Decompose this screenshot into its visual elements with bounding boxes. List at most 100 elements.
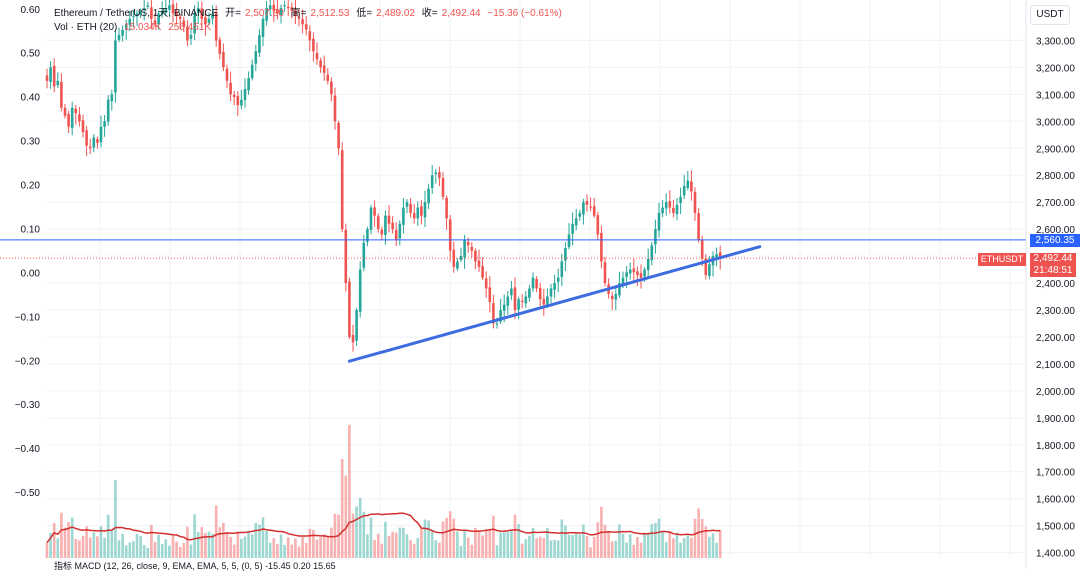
volume-bar — [394, 532, 398, 558]
right-axis-tick-label: 3,100.00 — [1036, 90, 1075, 101]
volume-bar — [524, 539, 528, 558]
candle-body — [693, 192, 697, 213]
volume-bar — [110, 530, 114, 558]
candle-body — [394, 230, 398, 240]
candle-body — [337, 122, 340, 149]
candle-body — [610, 295, 614, 300]
volume-bar — [668, 530, 672, 558]
currency-button[interactable]: USDT — [1030, 5, 1070, 25]
volume-bar — [63, 527, 67, 558]
candle-body — [456, 261, 459, 269]
legend-symbol[interactable]: Ethereum / TetherUS, 1天, BINANCE — [54, 8, 219, 19]
candle-body — [211, 13, 214, 19]
legend-close-label: 收= — [421, 8, 438, 19]
candle-body — [524, 296, 528, 304]
volume-bar — [625, 542, 628, 558]
chart-legend: Ethereum / TetherUS, 1天, BINANCE 开= 2,507… — [54, 7, 566, 35]
volume-bar — [470, 544, 474, 558]
volume-bar — [607, 531, 610, 558]
volume-bar — [214, 505, 218, 558]
candle-body — [614, 293, 618, 300]
volume-bar — [628, 534, 632, 558]
volume-bar — [531, 528, 535, 558]
candle-body — [384, 215, 387, 235]
volume-bar — [146, 547, 150, 558]
candle-body — [304, 24, 308, 30]
candle-body — [67, 114, 70, 127]
legend-open-value: 2,507.80 — [244, 8, 284, 19]
candle-body — [603, 262, 607, 284]
legend-high-value: 2,512.53 — [310, 8, 350, 19]
volume-bar — [484, 530, 488, 558]
candle-body — [499, 310, 502, 322]
candle-body — [596, 215, 600, 235]
candle-body — [488, 287, 492, 302]
candle-body — [718, 252, 722, 259]
volume-bar — [445, 517, 448, 558]
candle-body — [477, 260, 481, 267]
indicator-bar[interactable]: 指标 MACD (12, 26, close, 9, EMA, EMA, 5, … — [54, 561, 336, 571]
candle-body — [232, 94, 236, 98]
volume-bar — [535, 538, 538, 558]
candle-body — [621, 277, 625, 285]
volume-bar — [513, 514, 517, 558]
candle-body — [682, 186, 686, 196]
volume-bar — [380, 543, 384, 558]
volume-bar — [326, 536, 330, 558]
candle-body — [326, 74, 330, 81]
volume-bar — [290, 544, 294, 558]
candle-body — [63, 107, 67, 116]
volume-bar — [610, 541, 614, 558]
volume-bar — [272, 538, 276, 558]
candle-body — [153, 20, 157, 25]
candle-body — [650, 245, 654, 261]
candle-body — [121, 29, 124, 36]
candle-body — [45, 75, 49, 81]
volume-bar — [276, 544, 279, 558]
volume-bar — [542, 537, 546, 558]
left-axis-tick-label: −0.40 — [15, 444, 41, 455]
candle-body — [474, 250, 477, 262]
candle-body — [704, 258, 708, 275]
candle-body — [358, 269, 362, 312]
volume-bar — [124, 545, 128, 558]
volume-bar — [330, 527, 333, 558]
volume-bar — [506, 531, 510, 558]
candle-body — [438, 172, 441, 178]
candle-body — [92, 137, 96, 148]
volume-bar — [99, 526, 103, 558]
volume-bar — [243, 536, 247, 558]
candle-body — [632, 268, 636, 273]
volume-bar — [200, 527, 204, 558]
legend-volume-label[interactable]: Vol · ETH (20) — [54, 22, 118, 33]
volume-bar — [160, 544, 164, 558]
volume-bar — [502, 532, 506, 558]
candle-body — [225, 68, 229, 81]
candle-body — [247, 78, 250, 91]
candle-body — [128, 18, 132, 25]
volume-bar — [178, 546, 182, 558]
candle-body — [319, 60, 322, 68]
volume-bar — [481, 535, 484, 558]
left-axis-tick-label: −0.30 — [15, 400, 41, 411]
volume-bar — [592, 536, 596, 558]
candle-body — [279, 8, 283, 15]
volume-bar — [85, 526, 88, 558]
candle-body — [88, 146, 92, 149]
volume-bar — [423, 519, 427, 558]
candle-body — [549, 288, 553, 297]
volume-bar — [596, 522, 600, 558]
volume-bar — [639, 542, 643, 558]
volume-bar — [204, 533, 207, 558]
volume-bar — [430, 530, 434, 558]
candle-body — [258, 35, 261, 53]
volume-bar — [70, 517, 74, 558]
candle-body — [600, 232, 603, 262]
volume-bar — [142, 545, 146, 558]
last-price-symbol-tag: ETHUSDT — [978, 253, 1026, 266]
right-axis-tick-label: 1,600.00 — [1036, 495, 1075, 506]
volume-bar — [225, 532, 229, 558]
volume-bar — [78, 540, 81, 558]
